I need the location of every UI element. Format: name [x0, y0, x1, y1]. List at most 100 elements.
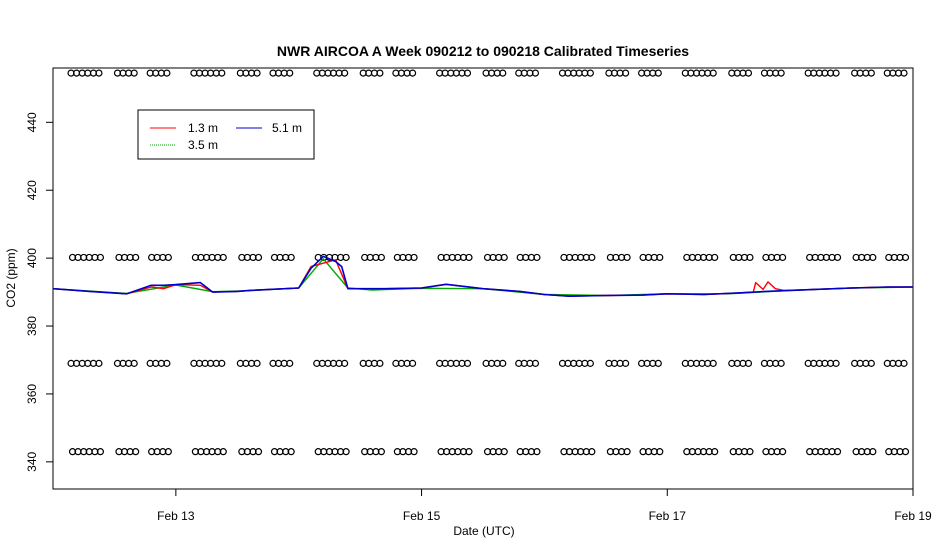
marker-r3-55	[533, 448, 541, 456]
marker-r2-55	[531, 359, 540, 367]
marker-r2-75	[709, 359, 717, 367]
marker-r1-41	[410, 253, 418, 262]
y-tick-label-2: 380	[25, 316, 39, 336]
marker-r1-79	[746, 253, 754, 262]
marker-r3-89	[833, 448, 842, 456]
marker-r3-75	[711, 448, 719, 456]
marker-r1-13	[164, 253, 172, 262]
marker-r3-5	[96, 448, 104, 456]
marker-r3-65	[623, 448, 631, 456]
marker-r2-93	[867, 359, 875, 367]
marker-r3-9	[132, 448, 140, 456]
marker-r1-5	[96, 253, 104, 262]
marker-r0-47	[463, 69, 472, 77]
marker-r2-79	[744, 359, 753, 367]
marker-r0-61	[586, 69, 594, 77]
marker-r1-19	[219, 253, 227, 262]
y-axis-label: CO2 (ppm)	[4, 248, 18, 307]
marker-r1-55	[533, 253, 541, 262]
y-tick-label-0: 340	[25, 452, 39, 472]
marker-r3-69	[656, 448, 664, 456]
marker-r0-27	[286, 69, 294, 77]
marker-r0-41	[408, 69, 417, 77]
plot-frame	[52, 67, 914, 490]
marker-r0-55	[531, 69, 540, 77]
marker-r2-37	[376, 359, 384, 367]
marker-rows	[67, 69, 910, 456]
marker-r1-33	[342, 253, 350, 262]
marker-r1-75	[711, 253, 719, 262]
y-axis: 340 360 380 400 420 440	[25, 112, 53, 472]
marker-r3-61	[588, 448, 596, 456]
legend: 1.3 m 5.1 m 3.5 m	[137, 109, 315, 160]
marker-r3-41	[410, 448, 418, 456]
legend-label-1-3m: 1.3 m	[188, 121, 218, 135]
x-axis: Feb 13 Feb 15 Feb 17 Feb 19	[157, 489, 932, 523]
marker-r1-61	[588, 253, 596, 262]
marker-r0-5	[95, 69, 103, 77]
x-tick-label-0: Feb 13	[157, 509, 195, 523]
marker-r3-37	[377, 448, 385, 456]
marker-r1-37	[377, 253, 385, 262]
marker-r0-37	[376, 69, 384, 77]
marker-r3-83	[779, 448, 787, 456]
legend-box	[137, 109, 315, 160]
series-line-5-1-m	[52, 255, 913, 298]
legend-label-5-1m: 5.1 m	[272, 121, 302, 135]
marker-r3-27	[287, 448, 295, 456]
marker-r3-33	[342, 448, 350, 456]
marker-r2-69	[654, 359, 662, 367]
marker-r0-51	[499, 69, 507, 77]
marker-r3-97	[901, 448, 910, 456]
marker-r2-41	[408, 359, 417, 367]
marker-r3-13	[164, 448, 172, 456]
marker-r3-19	[219, 448, 227, 456]
marker-r2-33	[341, 359, 349, 367]
marker-r2-13	[163, 359, 171, 367]
marker-r0-65	[622, 69, 630, 77]
marker-r3-23	[254, 448, 263, 456]
marker-r1-23	[254, 253, 263, 262]
legend-label-3-5m: 3.5 m	[188, 138, 218, 152]
marker-r3-79	[746, 448, 754, 456]
marker-r2-89	[832, 359, 840, 367]
marker-r0-69	[654, 69, 662, 77]
marker-r2-9	[130, 359, 138, 367]
x-tick-label-2: Feb 17	[649, 509, 687, 523]
marker-r2-19	[218, 359, 226, 367]
x-tick-label-1: Feb 15	[403, 509, 441, 523]
marker-r1-9	[132, 253, 140, 262]
marker-r0-93	[867, 69, 875, 77]
marker-r2-61	[586, 359, 594, 367]
marker-r2-65	[622, 359, 630, 367]
marker-r2-5	[95, 359, 103, 367]
marker-r3-47	[465, 448, 473, 456]
marker-r2-23	[253, 359, 261, 367]
x-axis-label: Date (UTC)	[453, 524, 514, 538]
marker-r1-27	[287, 253, 295, 262]
y-tick-label-3: 400	[25, 248, 39, 268]
marker-r0-13	[163, 69, 171, 77]
marker-r0-79	[744, 69, 753, 77]
marker-r2-51	[499, 359, 507, 367]
marker-r0-89	[832, 69, 840, 77]
y-tick-label-5: 440	[25, 112, 39, 132]
marker-r3-51	[500, 448, 508, 456]
marker-r1-51	[500, 253, 508, 262]
series-lines	[52, 255, 914, 298]
marker-r3-93	[869, 448, 877, 456]
x-tick-label-3: Feb 19	[894, 509, 932, 523]
y-tick-label-4: 420	[25, 180, 39, 200]
marker-r2-83	[777, 359, 785, 367]
marker-r0-83	[777, 69, 785, 77]
marker-r2-47	[463, 359, 472, 367]
marker-r1-65	[623, 253, 631, 262]
marker-r0-19	[218, 69, 226, 77]
marker-r1-93	[869, 253, 877, 262]
marker-r1-83	[779, 253, 787, 262]
marker-r1-69	[656, 253, 664, 262]
marker-r0-97	[900, 69, 908, 77]
marker-r1-47	[465, 253, 473, 262]
marker-r2-97	[900, 359, 908, 367]
